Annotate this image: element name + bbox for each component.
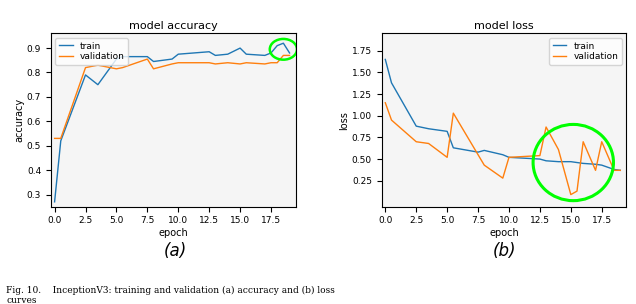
train [113, 57, 120, 61]
validation [573, 189, 581, 193]
train [579, 162, 587, 165]
train [567, 160, 575, 164]
train [555, 160, 562, 164]
Legend: train, validation: train, validation [55, 38, 128, 65]
validation [261, 62, 268, 66]
Y-axis label: accuracy: accuracy [14, 98, 24, 142]
Y-axis label: loss: loss [339, 111, 349, 130]
X-axis label: epoch: epoch [158, 228, 188, 238]
validation [598, 140, 605, 143]
train [205, 50, 213, 54]
train [480, 149, 488, 152]
validation [499, 176, 507, 180]
train [94, 83, 102, 87]
validation [113, 67, 120, 71]
train [242, 52, 250, 56]
Line: train: train [385, 60, 620, 170]
Line: validation: validation [385, 103, 620, 195]
train [144, 55, 151, 58]
validation [149, 67, 157, 71]
validation [169, 62, 176, 66]
Text: (b): (b) [493, 242, 516, 260]
validation [616, 168, 624, 172]
train [174, 52, 182, 56]
validation [480, 163, 488, 167]
train [616, 168, 624, 172]
train [149, 60, 157, 63]
validation [412, 140, 420, 143]
validation [555, 148, 562, 151]
train [543, 159, 550, 163]
validation [267, 61, 275, 64]
validation [591, 168, 599, 172]
validation [205, 61, 213, 64]
train [388, 81, 396, 85]
train [382, 58, 389, 61]
Line: train: train [55, 43, 289, 202]
train [499, 153, 507, 157]
validation [567, 193, 575, 196]
validation [579, 140, 587, 143]
train [536, 157, 544, 161]
train [169, 57, 176, 61]
validation [237, 62, 244, 66]
validation [273, 61, 281, 64]
validation [224, 61, 232, 64]
validation [81, 66, 89, 69]
validation [443, 156, 451, 159]
validation [543, 125, 550, 129]
validation [280, 54, 287, 57]
train [237, 46, 244, 50]
Text: Fig. 10.    InceptionV3: training and validation (a) accuracy and (b) loss
curve: Fig. 10. InceptionV3: training and valid… [6, 286, 335, 304]
train [273, 44, 281, 47]
Title: model accuracy: model accuracy [129, 21, 218, 31]
validation [611, 168, 618, 172]
train [450, 146, 457, 150]
Text: (a): (a) [163, 242, 186, 260]
validation [505, 156, 513, 159]
Title: model loss: model loss [474, 21, 534, 31]
train [286, 51, 293, 55]
train [591, 162, 599, 166]
validation [94, 63, 102, 67]
train [261, 54, 268, 57]
train [505, 156, 513, 159]
validation [382, 101, 389, 105]
Legend: train, validation: train, validation [549, 38, 622, 65]
validation [242, 61, 250, 64]
train [598, 163, 605, 167]
validation [174, 61, 182, 64]
train [425, 127, 432, 131]
validation [474, 153, 482, 157]
train [611, 168, 618, 171]
validation [286, 54, 293, 57]
train [573, 161, 581, 164]
validation [57, 136, 65, 140]
validation [212, 62, 219, 66]
train [474, 150, 482, 154]
train [412, 124, 420, 128]
validation [119, 66, 127, 69]
train [443, 130, 451, 133]
Line: validation: validation [55, 55, 289, 138]
validation [388, 118, 396, 122]
validation [536, 154, 544, 157]
validation [51, 136, 59, 140]
validation [425, 142, 432, 145]
train [224, 52, 232, 56]
train [57, 139, 65, 143]
train [267, 51, 275, 55]
train [212, 54, 219, 57]
train [119, 55, 127, 58]
train [81, 73, 89, 77]
validation [144, 57, 151, 61]
train [51, 200, 59, 204]
validation [450, 111, 457, 115]
train [280, 41, 287, 45]
X-axis label: epoch: epoch [489, 228, 519, 238]
